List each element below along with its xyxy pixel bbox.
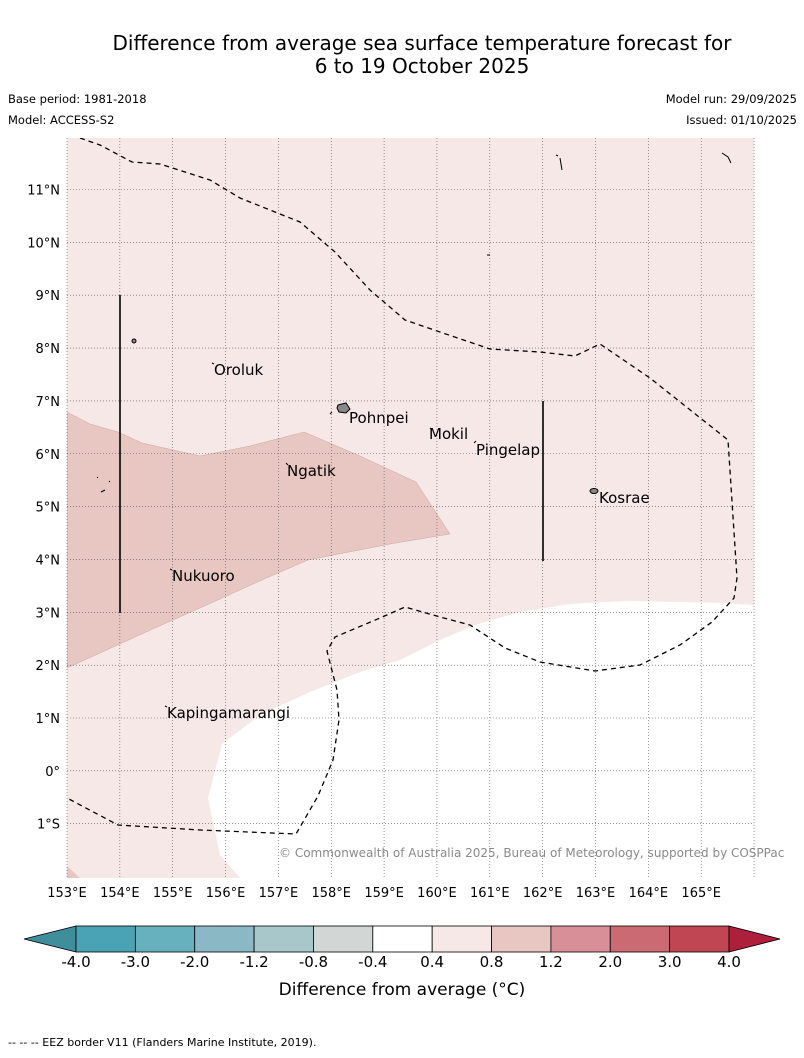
place-labels: Oroluk Pohnpei Mokil Pingelap Ngatik Kos…: [167, 361, 650, 722]
longitude-label: 164°E: [629, 886, 669, 901]
title-line-2: 6 to 19 October 2025: [314, 54, 530, 78]
colorbar: [23, 925, 781, 953]
longitude-label: 159°E: [364, 886, 404, 901]
colorbar-tick-label: 4.0: [717, 953, 741, 971]
colorbar-title: Difference from average (°C): [278, 980, 526, 1000]
longitude-label: 158°E: [311, 886, 351, 901]
colorbar-tick-label: -3.0: [120, 953, 150, 971]
island-kosrae: [589, 488, 599, 494]
model-run: Model run: 29/09/2025: [665, 92, 797, 106]
map-title: Difference from average sea surface temp…: [0, 32, 804, 78]
colorbar-tick-label: 0.4: [420, 953, 445, 971]
island-west-group: [96, 476, 111, 493]
anomaly-region-0.8-1.2: [67, 411, 451, 669]
longitude-label: 165°E: [681, 886, 721, 901]
colorbar-tick-label: 3.0: [657, 953, 682, 971]
island-mokil: [429, 427, 433, 431]
eez-borders: [67, 138, 738, 835]
issued-date: Issued: 01/10/2025: [686, 113, 797, 127]
colorbar-segment: [609, 925, 671, 953]
island-ngatik: [285, 462, 289, 466]
colorbar-segment: [669, 925, 730, 953]
colorbar-extend-high: [728, 925, 781, 953]
longitude-label: 156°E: [206, 886, 246, 901]
longitude-labels: 153°E 154°E 155°E 156°E 157°E 158°E 159°E 160°E…: [47, 886, 721, 901]
place-ngatik[interactable]: Ngatik: [287, 462, 336, 480]
place-kosrae[interactable]: Kosrae: [599, 489, 650, 507]
colorbar-tick-label: -0.4: [358, 953, 388, 971]
colorbar-segment: [313, 925, 374, 953]
longitude-label: 154°E: [100, 886, 140, 901]
latitude-label: 6°N: [36, 448, 61, 463]
latitude-label: 0°: [45, 765, 60, 780]
latitude-label: 1°N: [36, 712, 61, 727]
latitude-label: 5°N: [36, 501, 61, 516]
place-pohnpei[interactable]: Pohnpei: [349, 409, 409, 427]
latitude-labels: 11°N 10°N 9°N 8°N 7°N 6°N 5°N 4°N 3°N 2°N 1°N 0° 1°S: [27, 184, 60, 833]
copyright-notice: © Commonwealth of Australia 2025, Bureau…: [279, 846, 784, 860]
latitude-label: 3°N: [36, 606, 61, 621]
place-oroluk[interactable]: Oroluk: [214, 361, 263, 379]
latitude-label: 1°S: [37, 818, 60, 833]
island-pohnpei-west: [329, 411, 333, 415]
latitude-label: 2°N: [36, 659, 61, 674]
longitude-label: 157°E: [259, 886, 299, 901]
islands: [96, 152, 732, 708]
colorbar-tick-label: 1.2: [538, 953, 563, 971]
colorbar-tick-label: 2.0: [598, 953, 623, 971]
colorbar-segment: [431, 925, 492, 953]
latitude-label: 4°N: [36, 553, 61, 568]
latitude-label: 11°N: [27, 184, 60, 199]
latitude-label: 7°N: [36, 395, 61, 410]
latitude-label: 10°N: [27, 236, 60, 251]
island-pingelap: [473, 440, 477, 444]
colorbar-segment: [194, 925, 255, 953]
anomaly-region-sw-corner: [67, 866, 80, 878]
island-oroluk: [211, 362, 215, 365]
sst-anomaly-fields: [67, 138, 754, 878]
island-kapingamarangi: [164, 705, 168, 708]
place-nukuoro[interactable]: Nukuoro: [172, 567, 235, 585]
colorbar-tick-label: -0.8: [298, 953, 329, 971]
colorbar-tick-label: -4.0: [61, 953, 91, 971]
latitude-label: 9°N: [36, 289, 61, 304]
colorbar-segment: [134, 925, 196, 953]
island-small-nw: [131, 338, 137, 344]
eez-border-north: [67, 138, 738, 835]
colorbar-segment: [75, 925, 136, 953]
latitude-label: 8°N: [36, 342, 61, 357]
longitude-label: 161°E: [470, 886, 510, 901]
colorbar-segment: [491, 925, 552, 953]
colorbar-tick-label: -1.2: [239, 953, 269, 971]
colorbar-segment: [372, 925, 433, 953]
longitude-label: 153°E: [47, 886, 87, 901]
island-north-2: [721, 152, 732, 164]
longitude-label: 163°E: [576, 886, 616, 901]
eez-footnote: -- -- -- EEZ border V11 (Flanders Marine…: [8, 1036, 317, 1049]
island-nukuoro: [169, 568, 173, 571]
base-period: Base period: 1981-2018: [8, 92, 147, 106]
colorbar-segment: [253, 925, 314, 953]
place-mokil[interactable]: Mokil: [429, 425, 468, 443]
longitude-label: 155°E: [153, 886, 193, 901]
colorbar-segment: [550, 925, 611, 953]
place-kapingamarangi[interactable]: Kapingamarangi: [167, 704, 290, 722]
title-line-1: Difference from average sea surface temp…: [112, 31, 732, 55]
colorbar-tick-label: -2.0: [180, 953, 210, 971]
place-pingelap[interactable]: Pingelap: [476, 441, 540, 459]
model-name: Model: ACCESS-S2: [8, 113, 115, 127]
longitude-label: 160°E: [417, 886, 457, 901]
island-pohnpei: [336, 402, 351, 414]
island-north-1: [555, 154, 563, 171]
colorbar-extend-low: [23, 925, 77, 953]
longitude-label: 162°E: [523, 886, 563, 901]
colorbar-tick-label: 0.8: [479, 953, 504, 971]
